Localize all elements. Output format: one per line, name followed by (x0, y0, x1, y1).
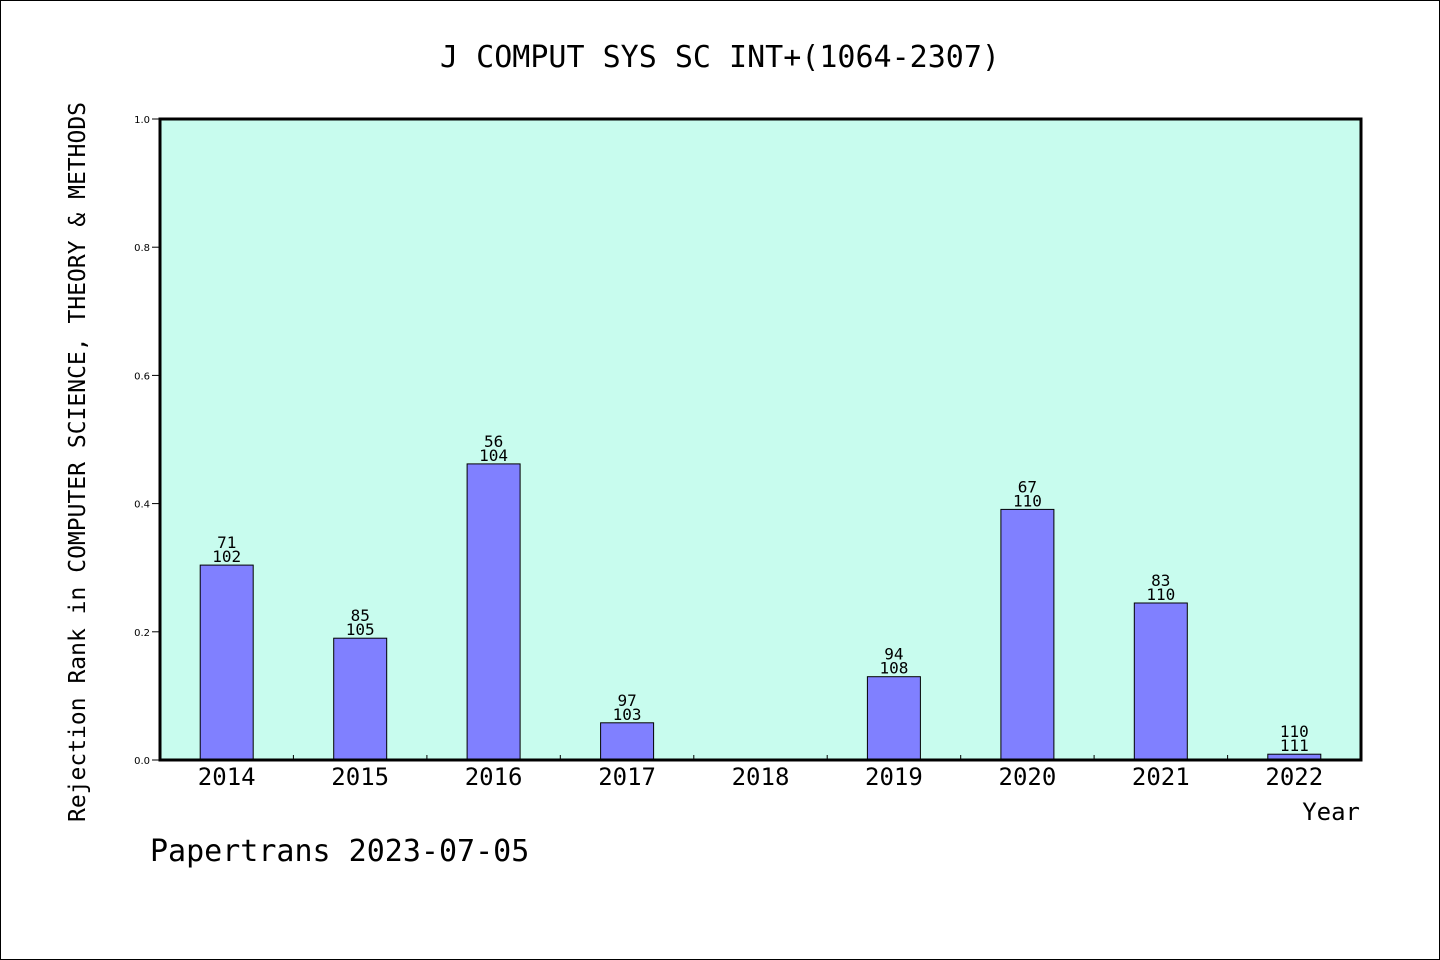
x-tick-label-2014: 2014 (198, 763, 256, 791)
bar-label-rank-2019: 94 (884, 645, 903, 664)
bar-labels-layer: 7110285105561049710394108671108311011011… (212, 432, 1309, 755)
chart-title: J COMPUT SYS SC INT+(1064-2307) (440, 40, 1000, 75)
bar-label-total-2021: 110 (1146, 585, 1175, 604)
bar-2016 (466, 463, 521, 761)
x-tick-label-2021: 2021 (1132, 763, 1190, 791)
bar-label-rank-2016: 56 (484, 432, 503, 451)
y-tick-label-0.8: 0.8 (134, 243, 150, 254)
bar-2015 (333, 637, 388, 761)
bar-label-total-2020: 110 (1013, 491, 1042, 510)
bar-2021 (1133, 602, 1188, 761)
y-axis-label: Rejection Rank in COMPUTER SCIENCE, THEO… (65, 102, 91, 822)
bar-label-total-2015: 105 (346, 620, 375, 639)
y-tick-label-0.4: 0.4 (134, 500, 150, 511)
bar-2020 (1000, 508, 1055, 761)
bar-label-rank-2015: 85 (351, 606, 370, 625)
bar-label-rank-2021: 83 (1151, 571, 1170, 590)
x-tick-label-2022: 2022 (1265, 763, 1323, 791)
x-tick-label-2019: 2019 (865, 763, 923, 791)
x-tick-label-2017: 2017 (598, 763, 656, 791)
x-axis-label: Year (1302, 798, 1360, 826)
bar-2017 (600, 722, 655, 761)
bar-label-total-2014: 102 (212, 547, 241, 566)
x-tick-label-2020: 2020 (999, 763, 1057, 791)
y-axis: 0.0 0.2 0.4 0.6 0.8 1.0 (134, 115, 160, 767)
y-tick-label-1.0: 1.0 (134, 115, 150, 126)
y-tick-label-0.6: 0.6 (134, 371, 150, 382)
bar-label-total-2016: 104 (479, 446, 508, 465)
bar-label-total-2022: 111 (1280, 736, 1309, 755)
x-tick-label-2016: 2016 (465, 763, 523, 791)
bar-label-rank-2014: 71 (217, 533, 236, 552)
x-axis: 2014 2015 2016 2017 2018 2019 2020 2021 2022 (198, 755, 1323, 791)
y-tick-label-0.0: 0.0 (134, 756, 150, 767)
bars-layer (199, 463, 1322, 761)
x-tick-label-2018: 2018 (732, 763, 790, 791)
bar-2019 (866, 676, 921, 761)
bar-2014 (199, 564, 254, 761)
x-tick-label-2015: 2015 (331, 763, 389, 791)
bar-label-total-2019: 108 (879, 659, 908, 678)
bar-label-rank-2020: 67 (1018, 477, 1037, 496)
footer-text: Papertrans 2023-07-05 (150, 834, 530, 869)
y-tick-label-0.2: 0.2 (134, 628, 150, 639)
bar-label-total-2017: 103 (613, 705, 642, 724)
bar-label-rank-2022: 110 (1280, 722, 1309, 741)
bar-label-rank-2017: 97 (617, 691, 636, 710)
plot-border (158, 117, 1363, 762)
